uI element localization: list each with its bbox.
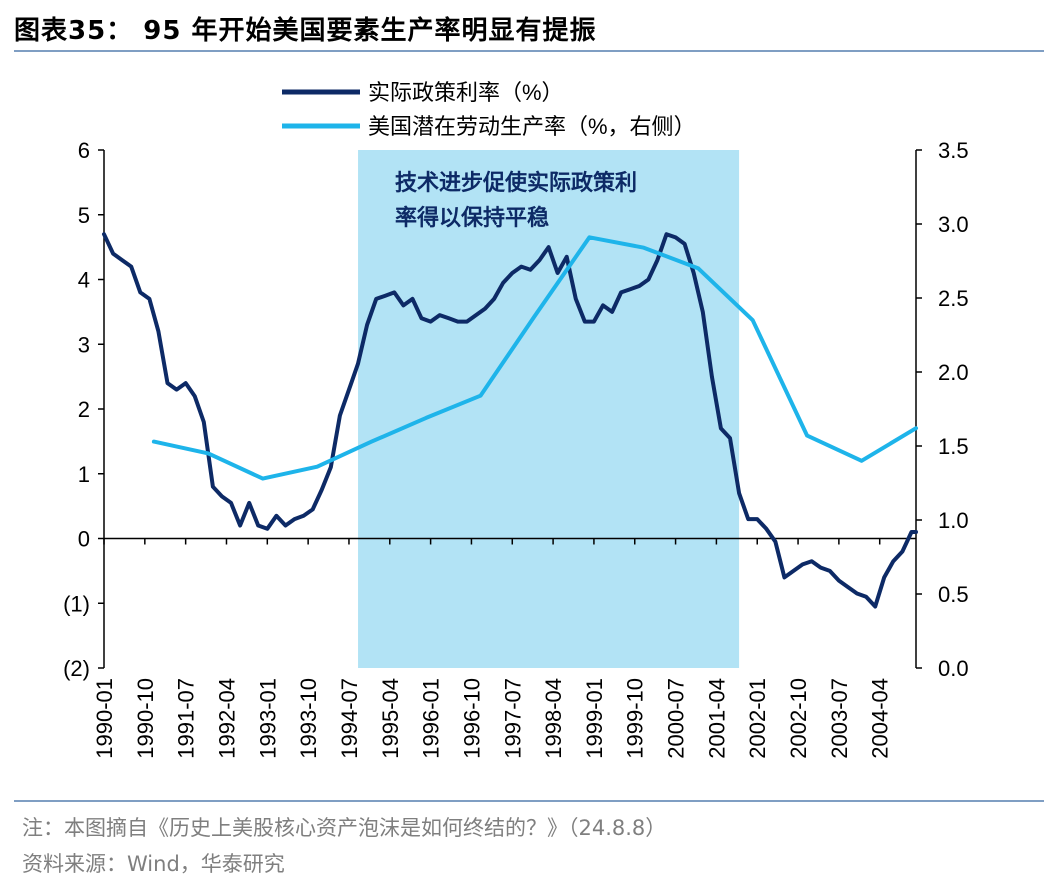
x-axis-tick-label: 2003-07 — [827, 678, 852, 759]
annotation-line: 率得以保持平稳 — [395, 205, 549, 230]
left-axis-tick-label: (1) — [63, 591, 90, 616]
left-axis-tick-label: 6 — [78, 138, 90, 163]
series-line-productivity — [151, 235, 918, 481]
chart-canvas: 6 5 4 3 2 1 0 (1) (2) 3.5 3.0 2.5 2.0 1.5 1.0 0.5 0.0 199… — [63, 80, 968, 759]
chart-title: 图表35： 95 年开始美国要素生产率明显有提振 — [14, 16, 597, 46]
left-axis-tick-label: 2 — [78, 397, 90, 422]
x-axis-tick-label: 1996-10 — [459, 678, 484, 759]
x-axis-tick-label: 2001-04 — [704, 678, 729, 759]
left-axis-tick-label: 1 — [78, 462, 90, 487]
legend-label-productivity: 美国潜在劳动生产率（%，右侧） — [368, 114, 696, 139]
x-axis-tick-label: 1990-10 — [133, 678, 158, 759]
right-axis-tick-label: 2.0 — [938, 360, 969, 385]
footnote: 注：本图摘自《历史上美股核心资产泡沫是如何终结的？》（24.8.8） — [22, 816, 667, 840]
right-axis-tick-label: 3.0 — [938, 212, 969, 237]
x-axis-tick-label: 1997-07 — [500, 678, 525, 759]
x-axis-tick-label: 1998-04 — [541, 678, 566, 759]
x-axis-tick-label: 1993-01 — [255, 678, 280, 759]
x-axis-tick-label: 2004-04 — [868, 678, 893, 759]
x-axis-tick-label: 1993-10 — [296, 678, 321, 759]
x-axis-tick-label: 2000-07 — [664, 678, 689, 759]
x-axis-tick-label: 2002-01 — [745, 678, 770, 759]
left-axis-tick-label: 5 — [78, 203, 90, 228]
footer-rule — [14, 800, 1044, 802]
x-axis-tick-label: 1994-07 — [337, 678, 362, 759]
x-axis-tick-label: 1992-04 — [214, 678, 239, 759]
annotation-line: 技术进步促使实际政策利 — [395, 170, 637, 195]
legend-label-real-rate: 实际政策利率（%） — [368, 80, 564, 105]
x-axis-tick-label: 1996-01 — [419, 678, 444, 759]
x-axis-tick-label: 1995-04 — [378, 678, 403, 759]
left-axis-tick-label: 4 — [78, 268, 90, 293]
right-axis-tick-label: 3.5 — [938, 138, 969, 163]
right-axis-tick-label: 2.5 — [938, 286, 969, 311]
source-note: 资料来源：Wind，华泰研究 — [22, 852, 285, 876]
annotation: 技术进步促使实际政策利 率得以保持平稳 — [395, 170, 637, 230]
axes-layer: 6 5 4 3 2 1 0 (1) (2) 3.5 3.0 2.5 2.0 1.5 1.0 0.5 0.0 199… — [63, 138, 968, 759]
series-line-real-rate — [102, 232, 918, 609]
x-axis-tick-label: 2002-10 — [786, 678, 811, 759]
left-axis-tick-label: 0 — [78, 527, 90, 552]
x-axis-tick-label: 1999-10 — [623, 678, 648, 759]
left-axis-tick-label: 3 — [78, 332, 90, 357]
title-rule — [14, 50, 1044, 52]
legend: 实际政策利率（%） 美国潜在劳动生产率（%，右侧） — [282, 80, 696, 139]
right-axis-tick-label: 0.5 — [938, 582, 969, 607]
x-axis-tick-label: 1991-07 — [174, 678, 199, 759]
right-axis-tick-label: 1.0 — [938, 508, 969, 533]
left-axis-tick-label: (2) — [63, 656, 90, 681]
series-layer — [102, 232, 918, 609]
right-axis-tick-label: 1.5 — [938, 434, 969, 459]
x-axis-tick-label: 1999-01 — [582, 678, 607, 759]
x-axis-tick-label: 1990-01 — [92, 678, 117, 759]
right-axis-tick-label: 0.0 — [938, 656, 969, 681]
